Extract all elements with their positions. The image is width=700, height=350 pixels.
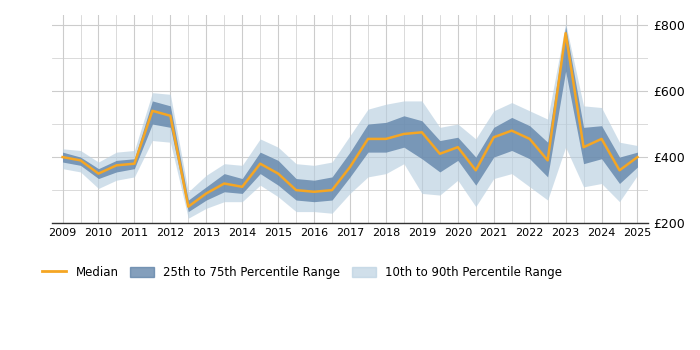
Legend: Median, 25th to 75th Percentile Range, 10th to 90th Percentile Range: Median, 25th to 75th Percentile Range, 1… bbox=[38, 261, 567, 284]
